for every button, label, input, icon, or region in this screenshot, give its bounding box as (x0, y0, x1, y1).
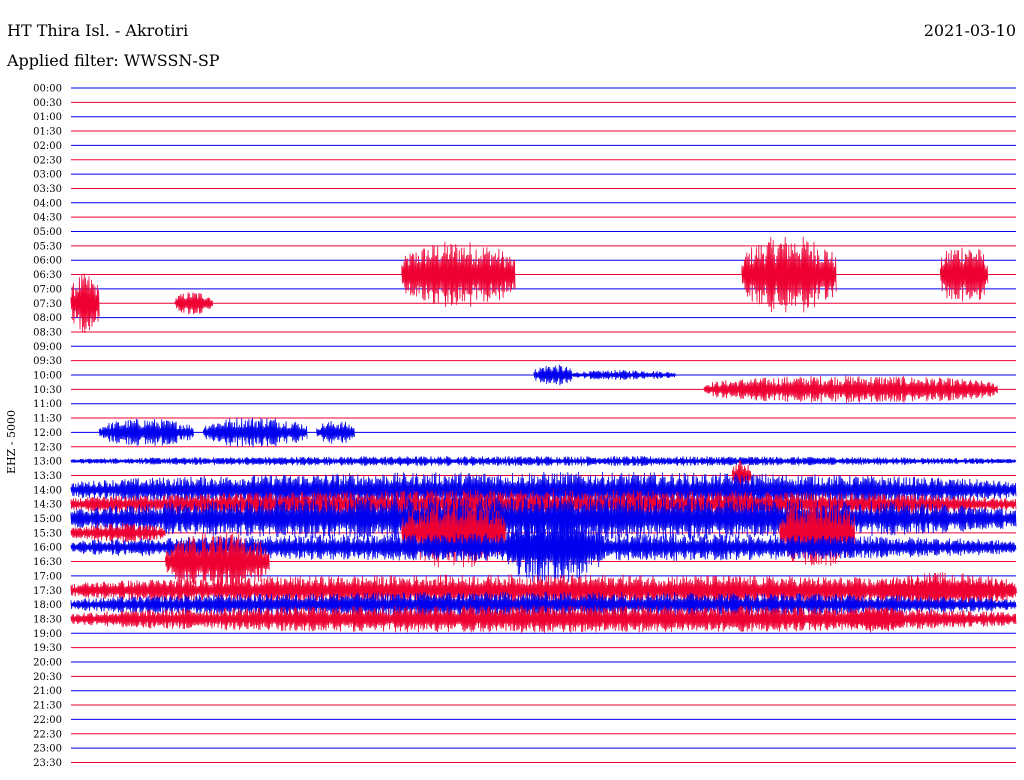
tick-label: 20:00 (33, 658, 62, 669)
tick-label: 21:30 (33, 701, 62, 712)
seismic-burst (401, 241, 516, 308)
seismic-burst (940, 247, 989, 302)
tick-label: 08:00 (33, 313, 62, 324)
tick-label: 06:30 (33, 270, 62, 281)
seismic-burst (533, 364, 573, 386)
seismic-burst (571, 370, 677, 380)
tick-label: 06:00 (33, 256, 62, 267)
seismic-burst (873, 572, 1017, 609)
tick-label: 11:00 (33, 399, 62, 410)
tick-label: 10:00 (33, 371, 62, 382)
tick-label: 01:30 (33, 127, 62, 138)
tick-label: 07:00 (33, 284, 62, 295)
tick-label: 11:30 (33, 414, 62, 425)
tick-label: 04:30 (33, 213, 62, 224)
tick-label: 14:30 (33, 500, 62, 511)
tick-label: 18:00 (33, 600, 62, 611)
tick-label: 19:00 (33, 629, 62, 640)
seismic-burst (316, 421, 355, 444)
tick-label: 16:00 (33, 543, 62, 554)
tick-label: 09:00 (33, 342, 62, 353)
seismic-burst (845, 605, 904, 633)
tick-label: 18:30 (33, 614, 62, 625)
tick-label: 05:30 (33, 241, 62, 252)
seismic-burst (741, 236, 837, 313)
tick-label: 16:30 (33, 557, 62, 568)
trace-layer (70, 87, 1017, 763)
seismic-burst (505, 511, 601, 584)
tick-label: 07:30 (33, 299, 62, 310)
tick-label: 13:30 (33, 471, 62, 482)
seismic-burst (70, 456, 1017, 467)
tick-label: 10:30 (33, 385, 62, 396)
tick-label: 02:00 (33, 141, 62, 152)
tick-label: 21:00 (33, 686, 62, 697)
tick-labels: 00:00 00:30 01:00 01:30 02:00 02:30 03:00 03:30… (33, 84, 62, 769)
record-date: 2021-03-10 (923, 21, 1016, 40)
seismic-burst (70, 523, 166, 543)
tick-label: 17:00 (33, 571, 62, 582)
seismic-burst (98, 418, 194, 446)
tick-label: 02:30 (33, 155, 62, 166)
tick-label: 19:30 (33, 643, 62, 654)
tick-label: 22:30 (33, 729, 62, 740)
tick-label: 17:30 (33, 586, 62, 597)
tick-label: 14:00 (33, 485, 62, 496)
tick-label: 05:00 (33, 227, 62, 238)
tick-label: 08:30 (33, 327, 62, 338)
tick-label: 20:30 (33, 672, 62, 683)
seismic-burst (70, 591, 1017, 618)
tick-label: 23:00 (33, 744, 62, 755)
seismic-burst (70, 574, 1017, 607)
tick-label: 15:30 (33, 528, 62, 539)
tick-label: 12:30 (33, 442, 62, 453)
tick-label: 15:00 (33, 514, 62, 525)
tick-label: 22:00 (33, 715, 62, 726)
seismic-burst (174, 292, 214, 315)
tick-label: 00:30 (33, 98, 62, 109)
tick-label: 23:30 (33, 758, 62, 769)
applied-filter: Applied filter: WWSSN-SP (7, 51, 220, 70)
seismic-burst (202, 417, 308, 448)
tick-label: 01:00 (33, 112, 62, 123)
tick-label: 03:00 (33, 170, 62, 181)
station-title: HT Thira Isl. - Akrotiri (7, 21, 189, 40)
tick-label: 00:00 (33, 84, 62, 95)
seismic-burst (779, 499, 856, 567)
seismic-burst (401, 498, 506, 568)
tick-label: 13:00 (33, 457, 62, 468)
seismic-burst (165, 532, 270, 592)
tick-label: 04:00 (33, 198, 62, 209)
tick-label: 03:30 (33, 184, 62, 195)
seismic-burst (703, 375, 998, 404)
tick-label: 09:30 (33, 356, 62, 367)
tick-label: 12:00 (33, 428, 62, 439)
seismic-burst (70, 273, 100, 334)
